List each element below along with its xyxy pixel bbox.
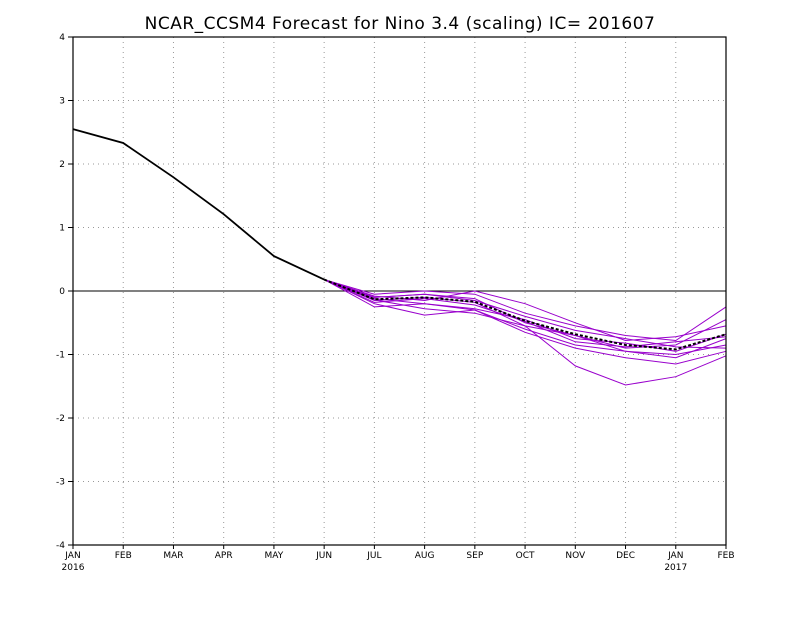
x-tick-label: DEC (616, 551, 635, 561)
plot-frame (72, 36, 727, 546)
x-year-label: 2016 (62, 563, 85, 573)
y-tick-label: 3 (59, 97, 65, 107)
observed-line (72, 128, 325, 281)
x-tick-label: JAN (64, 551, 80, 561)
y-axis: -4 -3 -2 -1 0 1 2 3 4 (56, 33, 73, 551)
x-tick-label: APR (215, 551, 233, 561)
ensemble-member-line (323, 279, 727, 348)
x-tick-label: JUN (315, 551, 332, 561)
y-tick-label: 0 (59, 287, 65, 297)
ensemble-member-line (324, 279, 727, 342)
y-tick-label: -3 (56, 478, 65, 488)
ensemble-member-line (324, 279, 727, 349)
y-tick-label: 2 (59, 160, 65, 170)
x-tick-label: JAN (667, 551, 683, 561)
x-tick-label: FEB (717, 551, 734, 561)
ensemble-member-line (324, 279, 727, 356)
x-tick-label: MAY (265, 551, 284, 561)
ensemble-mean-line (323, 278, 727, 351)
x-tick-label: NOV (565, 551, 586, 561)
x-tick-label: OCT (516, 551, 535, 561)
y-tick-label: 4 (59, 33, 65, 43)
x-year-label: 2017 (664, 563, 687, 573)
x-tick-label: FEB (115, 551, 132, 561)
x-tick-label: MAR (163, 551, 183, 561)
x-axis: JAN FEB MAR APR MAY JUN JUL AUG SEP OCT NOV DEC JAN F… (62, 545, 735, 573)
y-tick-label: -1 (56, 351, 65, 361)
y-tick-label: -4 (56, 541, 65, 551)
ensemble-member-line (324, 279, 727, 342)
y-tick-label: -2 (56, 414, 65, 424)
x-tick-label: SEP (466, 551, 483, 561)
ensemble-member-line (323, 279, 727, 365)
series-layer (72, 128, 727, 386)
ensemble-member-line (323, 279, 727, 359)
ensemble-member-line (324, 279, 727, 352)
y-tick-label: 1 (59, 224, 65, 234)
chart-title: NCAR_CCSM4 Forecast for Nino 3.4 (scalin… (145, 14, 656, 34)
x-tick-label: JUL (366, 551, 381, 561)
x-tick-label: AUG (415, 551, 435, 561)
